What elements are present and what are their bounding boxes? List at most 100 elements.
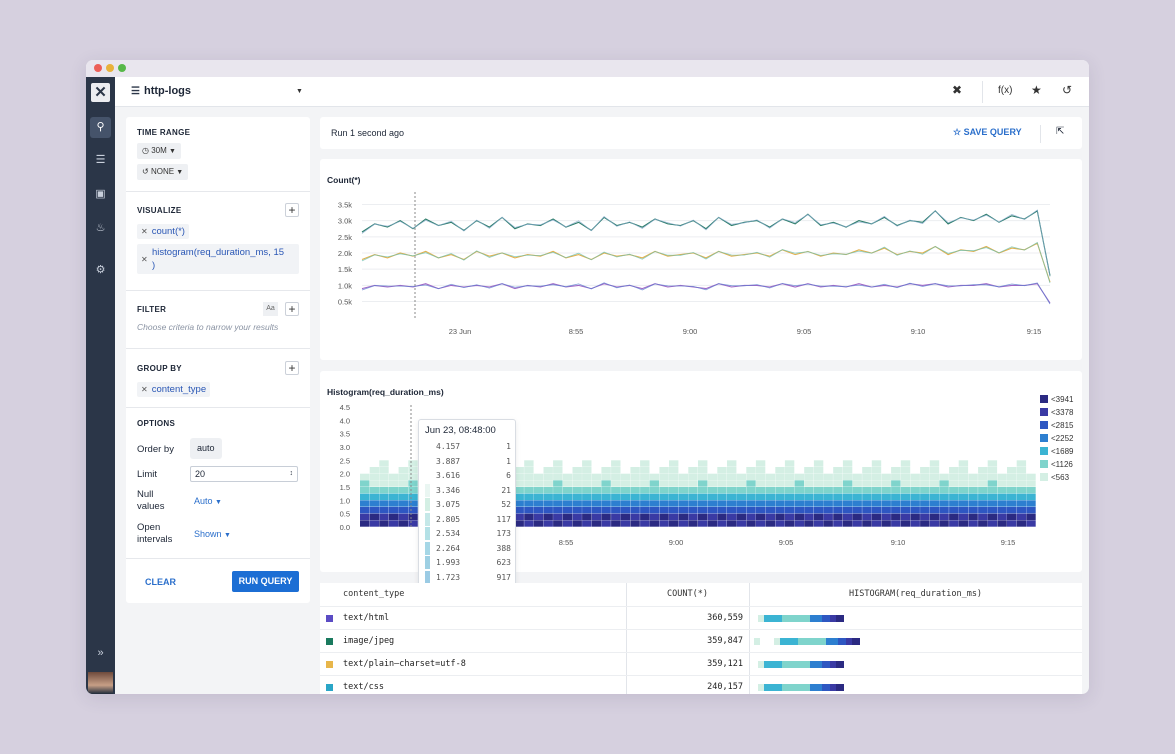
heatmap-cell[interactable]: [640, 507, 650, 514]
heatmap-cell[interactable]: [939, 513, 949, 521]
heatmap-cell[interactable]: [746, 500, 756, 507]
heatmap-cell[interactable]: [823, 473, 833, 481]
heatmap-cell[interactable]: [678, 493, 689, 501]
heatmap-cell[interactable]: [727, 487, 737, 494]
heatmap-cell[interactable]: [707, 520, 718, 527]
heatmap-cell[interactable]: [755, 480, 766, 487]
heatmap-cell[interactable]: [707, 513, 718, 521]
heatmap-cell[interactable]: [582, 473, 592, 481]
heatmap-cell[interactable]: [659, 520, 669, 527]
heatmap-cell[interactable]: [823, 487, 833, 494]
heatmap-cell[interactable]: [910, 480, 920, 487]
heatmap-cell[interactable]: [775, 513, 785, 521]
heatmap-cell[interactable]: [649, 520, 660, 527]
open-intervals-select[interactable]: Shown ▼: [194, 529, 231, 539]
heatmap-cell[interactable]: [755, 513, 766, 521]
heatmap-cell[interactable]: [900, 493, 911, 501]
heatmap-cell[interactable]: [398, 507, 408, 514]
heatmap-cell[interactable]: [398, 513, 408, 521]
heatmap-cell[interactable]: [910, 493, 920, 501]
heatmap-cell[interactable]: [630, 520, 640, 527]
heatmap-cell[interactable]: [591, 500, 602, 507]
heatmap-cell[interactable]: [736, 513, 746, 521]
heatmap-cell[interactable]: [553, 520, 563, 527]
heatmap-cell[interactable]: [833, 507, 843, 514]
heatmap-cell[interactable]: [833, 487, 843, 494]
heatmap-cell[interactable]: [533, 487, 544, 494]
heatmap-cell[interactable]: [630, 500, 640, 507]
heatmap-cell[interactable]: [920, 487, 930, 494]
heatmap-cell[interactable]: [369, 500, 380, 507]
avatar[interactable]: [88, 672, 113, 694]
heatmap-cell[interactable]: [379, 480, 389, 487]
heatmap-cell[interactable]: [852, 507, 862, 514]
heatmap-cell[interactable]: [852, 480, 862, 487]
heatmap-cell[interactable]: [678, 520, 689, 527]
heatmap-cell[interactable]: [611, 507, 621, 514]
heatmap-cell[interactable]: [379, 460, 389, 467]
heatmap-cell[interactable]: [997, 473, 1007, 481]
heatmap-cell[interactable]: [601, 513, 611, 521]
gear-icon[interactable]: ⚙: [95, 264, 106, 276]
heatmap-cell[interactable]: [678, 507, 689, 514]
table-row[interactable]: text/html 360,559: [320, 606, 1082, 629]
heatmap-cell[interactable]: [794, 520, 804, 527]
heatmap-cell[interactable]: [920, 467, 930, 474]
heatmap-cell[interactable]: [553, 460, 563, 467]
heatmap-cell[interactable]: [813, 487, 824, 494]
heatmap-cell[interactable]: [784, 473, 795, 481]
heatmap-cell[interactable]: [514, 520, 524, 527]
heatmap-cell[interactable]: [640, 467, 650, 474]
heatmap-cell[interactable]: [804, 467, 814, 474]
heatmap-cell[interactable]: [1007, 507, 1017, 514]
heatmap-cell[interactable]: [900, 467, 911, 474]
heatmap-cell[interactable]: [794, 487, 804, 494]
heatmap-cell[interactable]: [408, 480, 418, 487]
heatmap-cell[interactable]: [524, 493, 534, 501]
heatmap-cell[interactable]: [765, 473, 775, 481]
heatmap-cell[interactable]: [1007, 467, 1017, 474]
heatmap-cell[interactable]: [1016, 480, 1027, 487]
heatmap-cell[interactable]: [533, 507, 544, 514]
heatmap-cell[interactable]: [823, 507, 833, 514]
star-icon[interactable]: ★: [1031, 83, 1042, 97]
heatmap-cell[interactable]: [842, 500, 853, 507]
heatmap-cell[interactable]: [997, 487, 1007, 494]
heatmap-cell[interactable]: [698, 467, 708, 474]
heatmap-cell[interactable]: [688, 520, 698, 527]
heatmap-cell[interactable]: [408, 460, 418, 467]
heatmap-cell[interactable]: [968, 507, 978, 514]
heatmap-cell[interactable]: [862, 473, 872, 481]
heatmap-cell[interactable]: [929, 473, 940, 481]
heatmap-cell[interactable]: [659, 513, 669, 521]
heatmap-cell[interactable]: [408, 487, 418, 494]
heatmap-cell[interactable]: [379, 507, 389, 514]
heatmap-cell[interactable]: [842, 493, 853, 501]
heatmap-cell[interactable]: [862, 480, 872, 487]
heatmap-cell[interactable]: [842, 467, 853, 474]
heatmap-cell[interactable]: [630, 480, 640, 487]
heatmap-cell[interactable]: [669, 520, 679, 527]
group-by-item[interactable]: ✕ content_type: [137, 382, 211, 397]
heatmap-cell[interactable]: [698, 507, 708, 514]
heatmap-cell[interactable]: [949, 520, 959, 527]
heatmap-cell[interactable]: [881, 487, 891, 494]
heatmap-cell[interactable]: [659, 480, 669, 487]
heatmap-cell[interactable]: [871, 507, 882, 514]
heatmap-cell[interactable]: [524, 460, 534, 467]
heatmap-cell[interactable]: [562, 507, 573, 514]
heatmap-cell[interactable]: [881, 493, 891, 501]
heatmap-cell[interactable]: [1026, 500, 1036, 507]
heatmap-cell[interactable]: [620, 520, 631, 527]
heatmap-cell[interactable]: [823, 513, 833, 521]
heatmap-cell[interactable]: [717, 473, 727, 481]
heatmap-cell[interactable]: [707, 480, 718, 487]
heatmap-cell[interactable]: [640, 487, 650, 494]
heatmap-cell[interactable]: [775, 500, 785, 507]
heatmap-cell[interactable]: [736, 493, 746, 501]
heatmap-cell[interactable]: [852, 513, 862, 521]
heatmap-cell[interactable]: [910, 507, 920, 514]
series-line[interactable]: [361, 283, 1051, 304]
heatmap-cell[interactable]: [553, 507, 563, 514]
heatmap-cell[interactable]: [620, 473, 631, 481]
